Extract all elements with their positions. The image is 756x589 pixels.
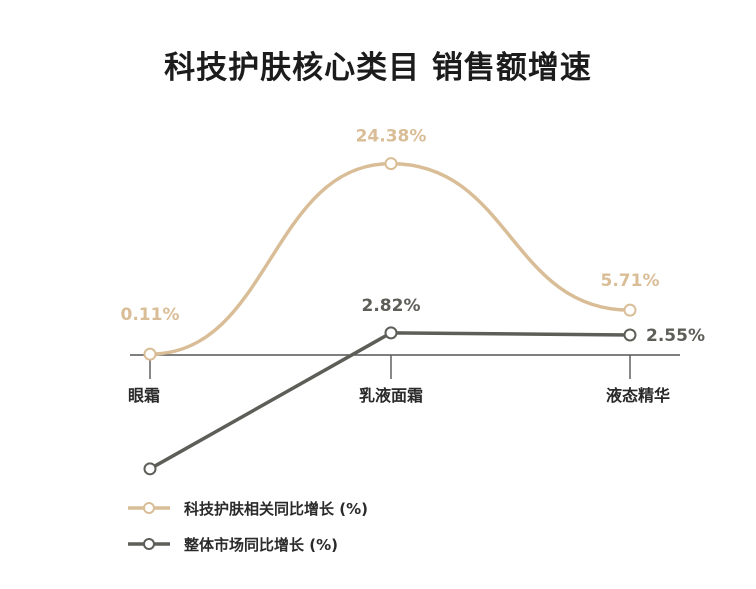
data-point: [143, 347, 157, 361]
x-tick-label: 眼霜: [128, 386, 160, 405]
data-label: 5.71%: [601, 271, 660, 291]
legend-swatch-marker: [143, 502, 155, 514]
data-label: 2.55%: [646, 326, 705, 346]
legend-label: 整体市场同比增长 (%): [184, 536, 338, 554]
legend-swatch-marker: [143, 538, 155, 550]
data-label: 0.11%: [121, 305, 180, 325]
data-point: [384, 157, 398, 171]
series-line-0: [148, 161, 632, 356]
data-point: [143, 462, 157, 476]
data-point: [384, 326, 398, 340]
legend-label: 科技护肤相关同比增长 (%): [184, 500, 368, 518]
data-label: 2.82%: [362, 296, 421, 316]
x-tick-label: 乳液面霜: [359, 386, 423, 405]
data-point: [623, 303, 637, 317]
chart-title: 科技护肤核心类目 销售额增速: [164, 50, 592, 86]
data-label: 24.38%: [356, 127, 427, 147]
data-point: [623, 328, 637, 342]
x-tick-label: 液态精华: [606, 386, 670, 405]
